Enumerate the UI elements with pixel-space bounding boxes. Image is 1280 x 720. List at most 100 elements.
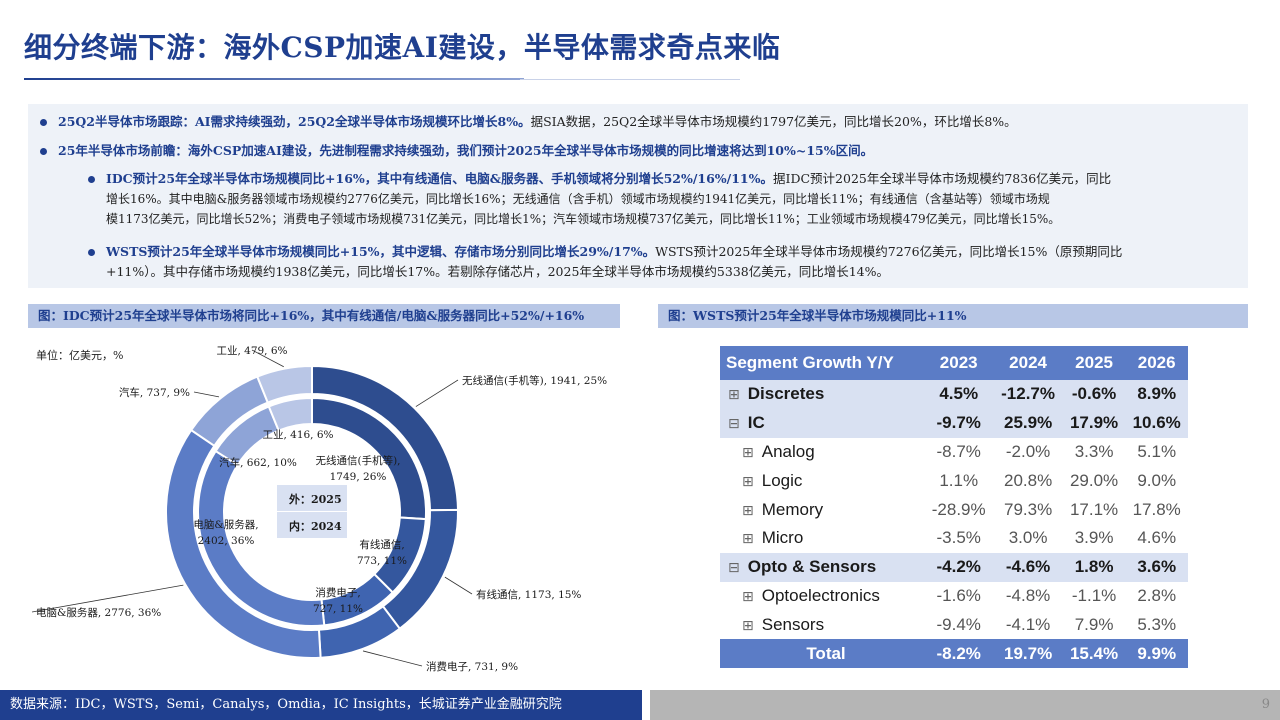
table-row: ⊞ Logic 1.1% 20.8% 29.0% 9.0% [720, 466, 1188, 496]
collapse-icon[interactable]: ⊟ [728, 415, 740, 432]
inner-ring [197, 396, 427, 627]
page-number: 9 [1261, 697, 1270, 712]
row-label: Micro [761, 528, 804, 548]
bullet-dot [40, 148, 47, 155]
value-cell: 1.1% [924, 466, 994, 496]
expand-icon[interactable]: ⊞ [742, 443, 754, 460]
row-label: Discretes [747, 384, 825, 404]
value-cell: 4.6% [1125, 523, 1188, 553]
table-row: ⊞ Analog -8.7% -2.0% 3.3% 5.1% [720, 437, 1188, 467]
outer-label-5: 工业, 479, 6% [216, 345, 287, 357]
leader-line-0 [415, 379, 459, 407]
unit-label: 单位：亿美元，% [36, 349, 124, 362]
value-cell: 5.3% [1125, 610, 1188, 640]
value-cell: -4.8% [993, 581, 1063, 611]
value-cell: 9.9% [1125, 639, 1188, 668]
value-cell: -12.7% [993, 380, 1063, 409]
page-title: 细分终端下游：海外CSP加速AI建设，半导体需求奇点来临 [24, 31, 781, 64]
inner-label-1-value: 773, 11% [357, 555, 407, 567]
row-label-cell: Total [720, 639, 924, 668]
row-label-cell: ⊞ Discretes [720, 380, 924, 409]
value-cell: 9.0% [1125, 466, 1188, 496]
expand-icon[interactable]: ⊞ [742, 472, 754, 489]
value-cell: 3.9% [1062, 523, 1126, 553]
value-cell: -9.7% [924, 408, 994, 438]
segment-growth-table: Segment Growth Y/Y 2023 2024 2025 2026 ⊞ Discr… [720, 346, 1188, 668]
table-row: ⊞ Micro -3.5% 3.0% 3.9% 4.6% [720, 523, 1188, 553]
value-cell: 3.3% [1062, 437, 1126, 467]
row-label: Total [806, 643, 846, 663]
row-label-cell: ⊟ Opto & Sensors [720, 552, 924, 582]
row-label-cell: ⊞ Micro [720, 523, 924, 553]
value-cell: 10.6% [1125, 408, 1188, 438]
figure-title-right: 图：WSTS预计25年全球半导体市场规模同比+11% [658, 304, 1248, 328]
bullet-dot [88, 249, 95, 256]
value-cell: 8.9% [1125, 380, 1188, 409]
outer-label-4: 汽车, 737, 9% [119, 386, 190, 399]
inner-label-3: 电脑&服务器, [193, 518, 258, 531]
expand-icon[interactable]: ⊞ [742, 530, 754, 547]
table-header-cell: Segment Growth Y/Y [720, 346, 924, 380]
leader-line-3 [31, 584, 184, 613]
expand-icon[interactable]: ⊞ [742, 616, 754, 633]
value-cell: -3.5% [924, 523, 994, 553]
expand-icon[interactable]: ⊞ [742, 587, 754, 604]
value-cell: -4.6% [993, 552, 1063, 582]
value-cell: 4.5% [924, 380, 994, 409]
value-cell: -8.2% [924, 639, 994, 668]
table-row: ⊞ Sensors -9.4% -4.1% 7.9% 5.3% [720, 610, 1188, 640]
footer-source-band: 数据来源：IDC，WSTS，Semi，Canalys，Omdia，IC Insi… [0, 690, 642, 720]
value-cell: -0.6% [1062, 380, 1126, 409]
row-label-cell: ⊞ Optoelectronics [720, 581, 924, 611]
inner-label-1: 有线通信, [359, 538, 404, 551]
figure-title-left: 图：IDC预计25年全球半导体市场将同比+16%，其中有线通信/电脑&服务器同比… [28, 304, 620, 328]
table-row: ⊞ Discretes 4.5% -12.7% -0.6% 8.9% [720, 380, 1188, 409]
value-cell: -2.0% [993, 437, 1063, 467]
leader-line-4 [193, 391, 220, 398]
table-header-row: Segment Growth Y/Y 2023 2024 2025 2026 [720, 346, 1188, 380]
leader-lines [31, 349, 473, 667]
row-label: Sensors [761, 614, 825, 634]
title-underline-faint [520, 79, 740, 80]
row-label-cell: ⊟ IC [720, 408, 924, 438]
donut-labels: 无线通信(手机等), 1941, 25% 有线通信, 1173, 15% 消费电子,… [36, 345, 607, 673]
value-cell: 5.1% [1125, 437, 1188, 467]
inner-label-0-value: 1749, 26% [330, 471, 387, 483]
leader-line-2 [362, 650, 423, 667]
expand-icon[interactable]: ⊞ [728, 386, 740, 403]
row-label: Optoelectronics [761, 585, 880, 605]
value-cell: 7.9% [1062, 610, 1126, 640]
value-cell: -9.4% [924, 610, 994, 640]
footer: 数据来源：IDC，WSTS，Semi，Canalys，Omdia，IC Insi… [0, 690, 1280, 720]
legend-outer: 外：2025 [288, 492, 342, 506]
collapse-icon[interactable]: ⊟ [728, 559, 740, 576]
bullet-dot [40, 119, 47, 126]
bullet-4: WSTS预计25年全球半导体市场规模同比+15%，其中逻辑、存储市场分别同比增长… [106, 244, 1123, 279]
ring-legend: 外：2025 内：2024 [277, 485, 347, 538]
inner-slice-5 [267, 396, 313, 432]
leader-line-5 [251, 349, 284, 368]
summary-panel: 25Q2半导体市场跟踪：AI需求持续强劲，25Q2全球半导体市场规模环比增长8%… [28, 104, 1248, 288]
value-cell: 2.8% [1125, 581, 1188, 611]
row-label-cell: ⊞ Sensors [720, 610, 924, 640]
footer-band: 9 [650, 690, 1280, 720]
expand-icon[interactable]: ⊞ [742, 501, 754, 518]
value-cell: -1.6% [924, 581, 994, 611]
footer-source: 数据来源：IDC，WSTS，Semi，Canalys，Omdia，IC Insi… [10, 697, 562, 712]
legend-outer-box [277, 485, 347, 511]
legend-inner: 内：2024 [289, 519, 342, 533]
table-header-cell: 2026 [1125, 346, 1188, 380]
row-label-cell: ⊞ Memory [720, 495, 924, 524]
value-cell: -8.7% [924, 437, 994, 467]
table-header-cell: 2024 [993, 346, 1063, 380]
value-cell: -4.2% [924, 552, 994, 582]
row-label: IC [747, 413, 765, 433]
value-cell: 3.0% [993, 523, 1063, 553]
legend-inner-box [277, 512, 347, 538]
bullet-2: 25年半导体市场前瞻：海外CSP加速AI建设，先进制程需求持续强劲，我们预计20… [58, 143, 874, 158]
bullet-dot [88, 176, 95, 183]
inner-label-5: 工业, 416, 6% [262, 429, 333, 441]
row-label: Logic [761, 470, 803, 490]
bullet-3: IDC预计25年全球半导体市场规模同比+16%，其中有线通信、电脑&服务器、手机… [106, 171, 1112, 226]
value-cell: 25.9% [993, 408, 1063, 438]
